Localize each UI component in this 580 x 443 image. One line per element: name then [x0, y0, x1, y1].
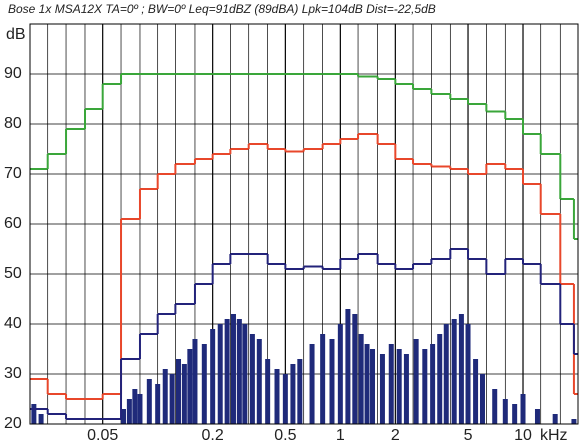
spectrum-bar [358, 334, 364, 424]
spectrum-bar [137, 394, 143, 424]
spectrum-bar [413, 339, 419, 424]
spectrum-bar [465, 324, 471, 424]
spectrum-bar [201, 344, 207, 424]
spectrum-bar [274, 369, 280, 424]
chart-title: Bose 1x MSA12X TA=0º ; BW=0º Leq=91dBZ (… [8, 2, 436, 16]
y-tick-label: 50 [4, 265, 22, 282]
spectrum-bar [169, 374, 175, 424]
spectrum-bar [249, 334, 255, 424]
spectrum-bar [224, 319, 230, 424]
y-tick-label: 70 [4, 165, 22, 182]
x-tick-label: 5 [464, 427, 473, 443]
spectrum-bar [192, 339, 198, 424]
spectrum-bar [502, 399, 508, 424]
spectrum-bar [443, 324, 449, 424]
spectrum-bar [364, 344, 370, 424]
spectrum-bar [520, 394, 526, 424]
spectrum-bar [422, 349, 428, 424]
spectrum-bar [337, 324, 343, 424]
x-tick-label: 1 [336, 427, 345, 443]
spectrum-bar [345, 309, 351, 424]
spectrum-bar [479, 374, 485, 424]
spectrum-bar [492, 389, 498, 424]
spectrum-bar [162, 369, 168, 424]
y-tick-label: 80 [4, 115, 22, 132]
y-tick-label: 40 [4, 315, 22, 332]
y-tick-label: 90 [4, 65, 22, 82]
spectrum-bar [430, 344, 436, 424]
spectrum-bar [388, 344, 394, 424]
spectrum-bar [38, 414, 44, 424]
spectrum-bar [290, 364, 296, 424]
spectrum-bar [329, 339, 335, 424]
x-tick-label: 0.2 [202, 427, 224, 443]
plot-border [29, 23, 579, 425]
spectrum-bar [379, 354, 385, 424]
spectrum-bar [451, 319, 457, 424]
spectrum-bar [437, 334, 443, 424]
spectrum-bar [403, 354, 409, 424]
spectrum-bar [181, 364, 187, 424]
spectrum-bar [370, 349, 376, 424]
spectrum-bar [242, 324, 248, 424]
x-axis-label: kHz [540, 427, 568, 443]
spectrum-bar [320, 334, 326, 424]
spectrum-bar [297, 359, 303, 424]
spectrum-bar [132, 389, 138, 424]
x-tick-label: 0.05 [87, 427, 118, 443]
y-tick-label: 30 [4, 365, 22, 382]
spectrum-bar [534, 409, 540, 424]
spectrum-bar [121, 409, 127, 424]
spectrum-bar [230, 314, 236, 424]
y-tick-label: 20 [4, 415, 22, 432]
spectrum-bar [126, 399, 132, 424]
spectrum-bar [265, 359, 271, 424]
x-tick-label: 0.5 [274, 427, 296, 443]
spectrum-bar [512, 404, 518, 424]
spectrum-bar [31, 404, 37, 424]
spectrum-bar [552, 414, 558, 424]
spectrum-bar [458, 314, 464, 424]
spectrum-bar [175, 359, 181, 424]
spectrum-bar [155, 384, 161, 424]
spectrum-bar [236, 319, 242, 424]
spectrum-bar [187, 349, 193, 424]
spectrum-bar [210, 329, 216, 424]
spectrum-bar [396, 349, 402, 424]
y-axis-label: dB [6, 26, 26, 43]
spectrum-bar [473, 359, 479, 424]
spectrum-bar [256, 339, 262, 424]
spectrum-bar [309, 344, 315, 424]
spectrum-bar [282, 374, 288, 424]
spectrum-bar [146, 379, 152, 424]
x-tick-label: 10 [514, 427, 532, 443]
spectrum-bar [217, 324, 223, 424]
x-tick-label: 2 [391, 427, 400, 443]
spectrum-bar [571, 419, 577, 424]
y-tick-label: 60 [4, 215, 22, 232]
spectrum-bar [352, 314, 358, 424]
